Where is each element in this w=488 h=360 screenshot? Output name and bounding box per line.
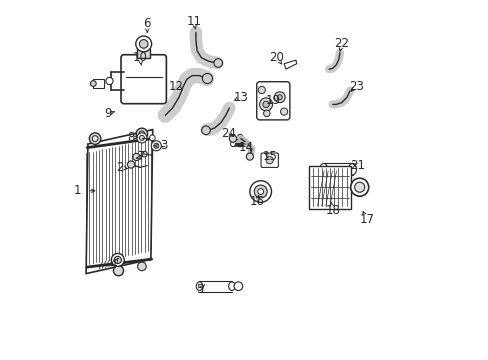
Text: 23: 23 [348, 80, 363, 93]
Ellipse shape [196, 282, 203, 291]
FancyBboxPatch shape [261, 153, 278, 167]
Polygon shape [284, 60, 296, 69]
Circle shape [244, 141, 249, 147]
Polygon shape [86, 130, 152, 274]
Circle shape [153, 143, 159, 148]
Ellipse shape [228, 282, 235, 291]
Circle shape [230, 141, 235, 147]
Circle shape [237, 141, 243, 147]
Circle shape [234, 282, 242, 291]
Circle shape [258, 86, 265, 94]
Text: 20: 20 [269, 51, 284, 64]
Text: 5: 5 [195, 283, 203, 296]
Text: 2: 2 [116, 161, 124, 174]
Text: 16: 16 [249, 195, 264, 208]
Circle shape [259, 98, 272, 111]
Text: 1: 1 [73, 184, 81, 197]
Circle shape [136, 128, 147, 140]
FancyBboxPatch shape [256, 82, 289, 120]
Circle shape [263, 101, 269, 108]
Text: 14: 14 [238, 141, 253, 154]
FancyBboxPatch shape [121, 55, 166, 104]
Circle shape [151, 141, 161, 151]
Circle shape [265, 157, 273, 164]
Text: 19: 19 [265, 94, 280, 107]
Text: 4: 4 [109, 258, 117, 271]
Circle shape [229, 135, 236, 142]
Text: 21: 21 [350, 159, 365, 172]
Circle shape [114, 256, 121, 264]
Text: 7: 7 [138, 150, 145, 163]
Text: 12: 12 [168, 80, 183, 93]
Circle shape [92, 136, 98, 141]
Text: 15: 15 [262, 150, 277, 163]
Circle shape [201, 126, 210, 135]
Circle shape [113, 266, 123, 276]
Ellipse shape [319, 163, 327, 175]
Circle shape [149, 135, 155, 141]
Text: 3: 3 [160, 139, 167, 152]
Circle shape [350, 178, 368, 196]
Circle shape [136, 36, 151, 52]
Circle shape [246, 153, 253, 160]
Circle shape [354, 182, 364, 192]
Text: 13: 13 [233, 91, 248, 104]
Circle shape [277, 95, 282, 100]
Circle shape [127, 161, 134, 168]
Circle shape [139, 131, 144, 137]
Text: 8: 8 [127, 131, 135, 144]
Ellipse shape [348, 163, 356, 175]
Text: 6: 6 [143, 17, 151, 30]
Circle shape [280, 108, 287, 115]
Circle shape [263, 110, 269, 117]
Bar [137, 49, 150, 58]
Bar [309, 166, 350, 209]
Circle shape [133, 153, 140, 161]
Text: 18: 18 [325, 204, 340, 217]
Circle shape [89, 133, 101, 144]
Text: 11: 11 [186, 15, 201, 28]
Circle shape [139, 40, 148, 48]
Circle shape [249, 181, 271, 202]
Circle shape [213, 59, 222, 67]
Text: 10: 10 [132, 51, 147, 64]
Circle shape [274, 92, 285, 103]
Circle shape [106, 77, 113, 85]
Circle shape [237, 134, 242, 139]
Circle shape [111, 253, 124, 266]
Circle shape [137, 262, 146, 271]
Circle shape [141, 151, 147, 157]
Circle shape [257, 189, 263, 194]
Text: 22: 22 [333, 37, 348, 50]
Text: 9: 9 [104, 107, 112, 120]
Circle shape [254, 185, 266, 198]
Circle shape [137, 133, 146, 143]
Text: 17: 17 [359, 213, 374, 226]
Text: 24: 24 [221, 127, 235, 140]
Circle shape [139, 135, 144, 140]
Circle shape [202, 73, 212, 84]
Bar [93, 79, 104, 88]
Circle shape [90, 81, 96, 86]
